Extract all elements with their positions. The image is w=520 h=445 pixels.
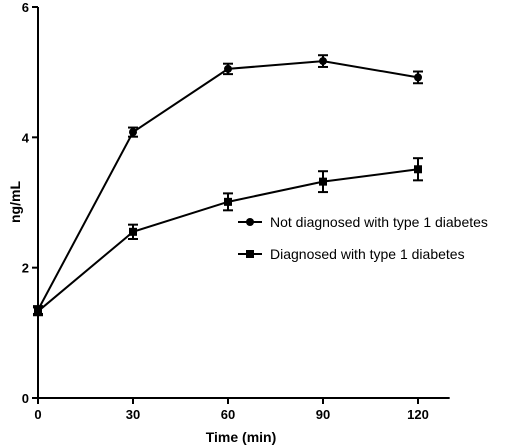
- data-point-1-1: [129, 227, 137, 236]
- data-point-0-1: [129, 128, 137, 137]
- data-point-0-2: [224, 64, 232, 73]
- y-tick-label-3: 6: [22, 0, 29, 15]
- data-point-1-4: [414, 165, 422, 174]
- series-line-0: [37, 60, 419, 311]
- legend-marker-1: [246, 250, 254, 258]
- x-tick-label-2: 60: [221, 407, 235, 422]
- x-tick-label-3: 90: [316, 407, 330, 422]
- legend-label-diagnosed: Diagnosed with type 1 diabetes: [270, 246, 465, 262]
- data-point-1-2: [224, 197, 232, 206]
- y-axis-title: ng/mL: [7, 181, 23, 223]
- x-tick-label-4: 120: [407, 407, 429, 422]
- series-line-1: [37, 168, 419, 313]
- y-tick-label-0: 0: [22, 391, 29, 406]
- data-point-0-4: [414, 73, 422, 82]
- data-point-0-3: [319, 57, 327, 66]
- data-point-1-0: [34, 307, 42, 316]
- y-tick-label-2: 4: [22, 130, 30, 145]
- x-axis-title: Time (min): [206, 429, 277, 445]
- x-tick-label-0: 0: [34, 407, 41, 422]
- legend-label-not-diagnosed: Not diagnosed with type 1 diabetes: [270, 214, 488, 230]
- data-point-1-3: [319, 177, 327, 186]
- x-tick-label-1: 30: [126, 407, 140, 422]
- y-tick-label-1: 2: [22, 261, 29, 276]
- legend-marker-0: [246, 218, 254, 226]
